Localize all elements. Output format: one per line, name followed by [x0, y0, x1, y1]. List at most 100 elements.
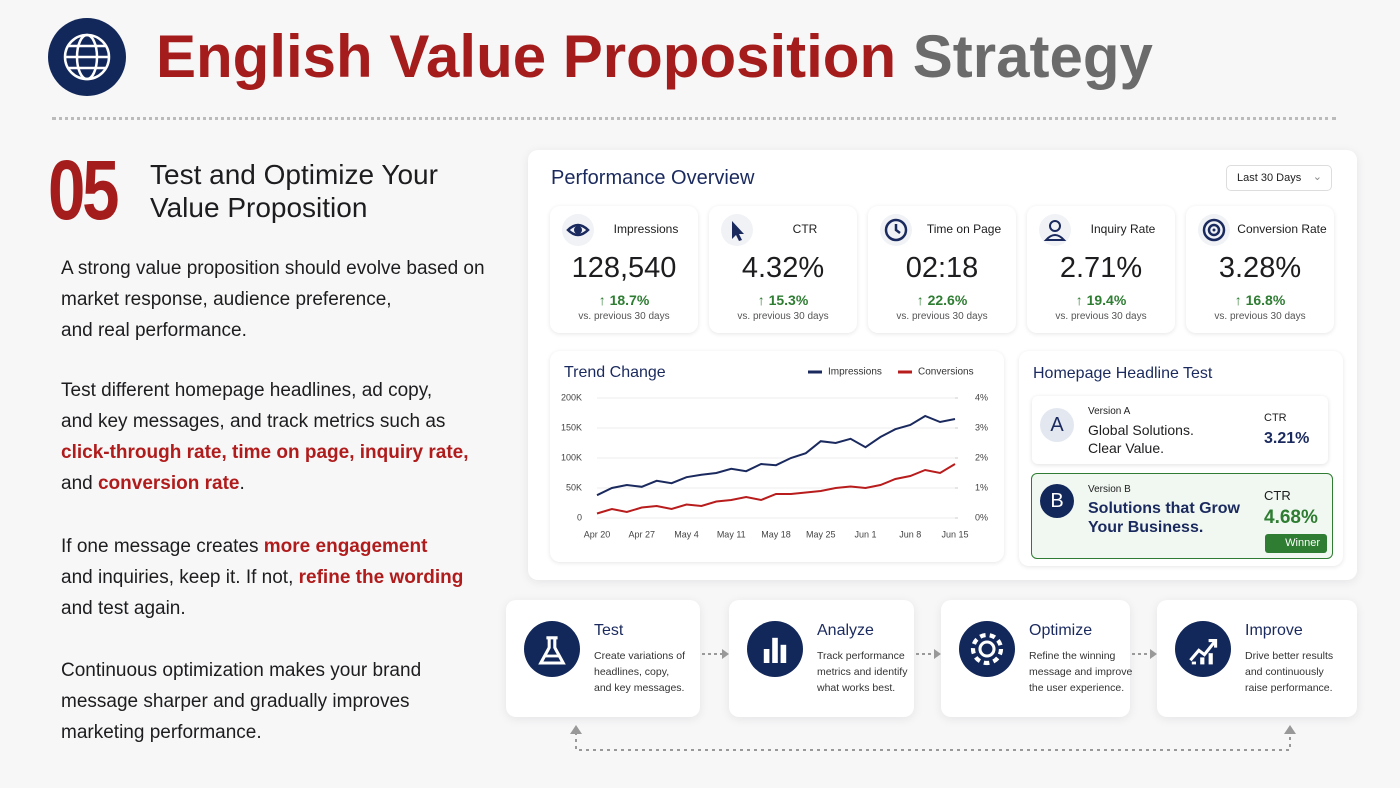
kpi-icon [880, 214, 912, 246]
text-segment: Continuous optimization makes your brand [61, 660, 422, 681]
process-text: Track performance [817, 650, 905, 662]
process-text: Drive better results [1245, 650, 1334, 662]
kpi-change: ↑ 16.8% [1234, 292, 1286, 308]
kpi-label: Time on Page [926, 222, 1002, 236]
process-text: metrics and identify [817, 666, 908, 678]
version-card: B Version B Solutions that Grow Your Busine… [1031, 473, 1333, 559]
text-segment: refine the wording [298, 567, 464, 588]
kpi-label: Conversion Rate [1237, 222, 1327, 236]
divider [52, 117, 1336, 120]
text-segment: and real performance. [61, 320, 247, 341]
kpi-value: 4.32% [741, 252, 825, 284]
text-segment: and key messages, and track metrics such… [61, 411, 446, 432]
process-card: Improve Drive better results and continuou… [1157, 600, 1357, 717]
globe-icon [48, 18, 126, 96]
kpi-icon-glyph [884, 218, 908, 242]
paragraph-line: market response, audience preference, [61, 284, 485, 315]
paragraph-line: message sharper and gradually improves [61, 686, 421, 717]
process-title: Optimize [1029, 622, 1093, 639]
kpi-icon [1198, 214, 1230, 246]
headline-test-title: Homepage Headline Test [1033, 365, 1213, 382]
text-segment: and [61, 473, 98, 494]
version-card: A Version A Global Solutions. Clear Value. C… [1032, 396, 1328, 464]
process-icon-glyph [1189, 639, 1218, 665]
section-title-line: Test and Optimize Your [150, 159, 438, 190]
process-icon [959, 621, 1015, 677]
process-text: the user experience. [1029, 682, 1125, 694]
kpi-change-value: 16.8% [1245, 292, 1286, 308]
kpi-note: vs. previous 30 days [737, 311, 829, 322]
process-text: and key messages. [594, 682, 685, 694]
kpi-value: 2.71% [1059, 252, 1143, 284]
kpi-icon [1039, 214, 1071, 246]
kpi-note: vs. previous 30 days [1055, 311, 1147, 322]
paragraph-line: and test again. [61, 593, 463, 624]
kpi-change: ↑ 19.4% [1075, 292, 1127, 308]
range-label: Last 30 Days [1237, 172, 1302, 184]
metric-value: 4.68% [1264, 507, 1318, 528]
process-text: and continuously [1245, 666, 1324, 678]
version-headline: Solutions that Grow [1088, 500, 1240, 517]
kpi-label: CTR [792, 222, 818, 236]
process-title: Improve [1245, 622, 1303, 639]
text-segment: and test again. [61, 598, 186, 619]
dashboard-title: Performance Overview [551, 167, 755, 189]
process-text: message and improve [1029, 666, 1133, 678]
kpi-icon-glyph [566, 223, 590, 237]
process-text: Create variations of [594, 650, 686, 662]
kpi-icon [562, 214, 594, 246]
kpi-card: Conversion Rate 3.28% ↑ 16.8% vs. previous … [1186, 206, 1334, 333]
paragraph: If one message creates more engagement an… [61, 531, 463, 624]
kpi-change: ↑ 18.7% [598, 292, 650, 308]
range-dropdown[interactable]: Last 30 Days ⌄ [1226, 165, 1332, 191]
kpi-card: Impressions 128,540 ↑ 18.7% vs. previous 30… [550, 206, 698, 333]
process-title: Test [594, 622, 624, 639]
kpi-change: ↑ 15.3% [757, 292, 809, 308]
version-label: Version A [1088, 406, 1131, 417]
metric-value: 3.21% [1264, 430, 1310, 447]
kpi-change: ↑ 22.6% [916, 292, 968, 308]
kpi-icon-glyph [732, 221, 744, 241]
kpi-icon [721, 214, 753, 246]
page-title: English Value Proposition Strategy [156, 22, 1153, 91]
winner-badge: Winner [1265, 534, 1327, 553]
process-title: Analyze [817, 622, 874, 639]
chart-card [550, 351, 1004, 562]
process-text: headlines, copy, [594, 666, 670, 678]
title-accent: Strategy [912, 23, 1153, 90]
kpi-value: 128,540 [571, 252, 677, 284]
text-segment: message sharper and gradually improves [61, 691, 410, 712]
section-title: Test and Optimize Your Value Proposition [150, 158, 438, 224]
kpi-icon-glyph [1043, 220, 1067, 241]
process-text: what works best. [817, 682, 896, 694]
title-main: English Value Proposition [156, 23, 897, 90]
paragraph-line: and conversion rate. [61, 468, 469, 499]
text-segment: and inquiries, keep it. If not, [61, 567, 299, 588]
text-segment: market response, audience preference, [61, 289, 392, 310]
kpi-card: CTR 4.32% ↑ 15.3% vs. previous 30 days [709, 206, 857, 333]
text-segment: marketing performance. [61, 722, 262, 743]
text-segment: If one message creates [61, 536, 264, 557]
process-icon [524, 621, 580, 677]
paragraph-line: Test different homepage headlines, ad co… [61, 375, 469, 406]
paragraph-line: marketing performance. [61, 717, 421, 748]
kpi-change-value: 18.7% [609, 292, 650, 308]
text-segment: . [239, 473, 245, 494]
kpi-icon-glyph [1202, 218, 1226, 242]
kpi-note: vs. previous 30 days [896, 311, 988, 322]
kpi-card: Time on Page 02:18 ↑ 22.6% vs. previous 30 … [868, 206, 1016, 333]
metric-label: CTR [1264, 412, 1287, 424]
paragraph-line: A strong value proposition should evolve… [61, 253, 485, 284]
kpi-card: Inquiry Rate 2.71% ↑ 19.4% vs. previous 30 … [1027, 206, 1175, 333]
process-icon-glyph [763, 637, 787, 663]
text-segment: conversion rate [97, 473, 240, 494]
section-title-line: Value Proposition [150, 192, 368, 223]
kpi-label: Impressions [613, 222, 679, 236]
paragraph: Continuous optimization makes your brand… [61, 655, 421, 748]
process-text: Refine the winning [1029, 650, 1116, 662]
metric-label: CTR [1264, 488, 1291, 503]
process-icon [747, 621, 803, 677]
section-number: 05 [48, 143, 120, 237]
paragraph: Test different homepage headlines, ad co… [61, 375, 469, 499]
